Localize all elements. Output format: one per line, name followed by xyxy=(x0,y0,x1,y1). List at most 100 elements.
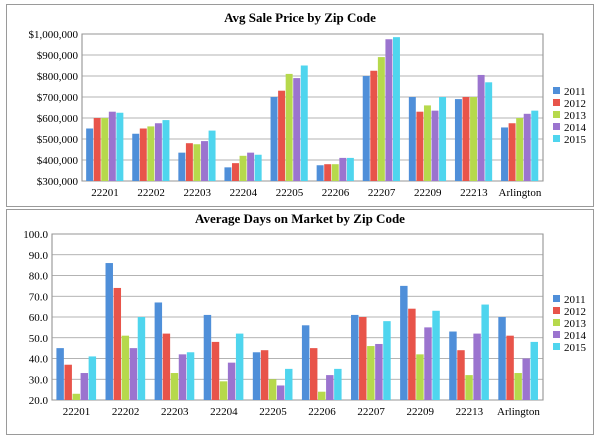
bar-2013-22202 xyxy=(147,126,155,181)
bar-2012-22204 xyxy=(232,163,239,181)
bar-2013-22202 xyxy=(121,335,130,400)
bar-2013-Arlington xyxy=(516,118,524,181)
bar-2015-22203 xyxy=(208,130,216,181)
bar-2013-Arlington xyxy=(514,373,522,400)
legend-swatch-2011 xyxy=(553,87,560,94)
legend-swatch-2013 xyxy=(553,319,560,326)
x-category-label: Arlington xyxy=(499,187,542,199)
avg-days-on-market-panel: Average Days on Market by Zip Code 20.0 3… xyxy=(6,209,594,435)
x-category-label: 22203 xyxy=(161,406,189,418)
bar-2011-22204 xyxy=(224,167,232,181)
legend-label: 2011 xyxy=(564,294,586,306)
bar-2015-22209 xyxy=(439,97,447,181)
bar-2012-22209 xyxy=(408,308,416,400)
bar-2015-22202 xyxy=(137,317,146,400)
legend-label: 2013 xyxy=(564,318,587,330)
bar-2012-22204 xyxy=(211,341,220,400)
bar-2012-22206 xyxy=(324,164,332,181)
x-category-label: 22209 xyxy=(407,406,435,418)
bar-2012-Arlington xyxy=(508,123,516,181)
bar-2011-22206 xyxy=(301,325,310,400)
bar-2013-22205 xyxy=(268,379,277,400)
legend-swatch-2014 xyxy=(553,331,560,338)
bar-2011-22209 xyxy=(400,285,408,400)
bar-2013-22204 xyxy=(239,155,247,181)
bar-2011-22207 xyxy=(351,314,359,400)
bar-2014-22202 xyxy=(154,123,162,181)
legend-label: 2015 xyxy=(564,134,587,146)
bar-2014-22204 xyxy=(247,152,255,181)
bar-2011-22201 xyxy=(86,128,94,181)
x-category-label: 22203 xyxy=(184,187,212,199)
legend-swatch-2012 xyxy=(553,307,560,314)
bar-2013-22207 xyxy=(367,346,375,400)
bar-2012-22207 xyxy=(370,70,378,181)
x-category-label: 22207 xyxy=(357,406,385,418)
y-tick-label: 90.0 xyxy=(29,250,49,262)
bar-2011-22201 xyxy=(56,348,64,400)
bar-2014-Arlington xyxy=(522,358,530,400)
y-tick-label: $400,000 xyxy=(37,155,79,167)
bar-2014-22213 xyxy=(473,333,481,400)
bar-2014-22202 xyxy=(129,348,138,400)
legend-label: 2014 xyxy=(564,122,587,134)
bar-2011-22203 xyxy=(154,302,163,400)
bar-2015-22201 xyxy=(88,356,97,400)
bar-2014-22205 xyxy=(293,78,301,181)
bar-2012-22201 xyxy=(64,364,72,400)
bar-2014-22207 xyxy=(385,39,393,181)
avg-sale-price-panel: Avg Sale Price by Zip Code $300,000 $400,… xyxy=(6,4,594,207)
bar-2014-22203 xyxy=(201,141,208,181)
bar-2013-22203 xyxy=(170,373,179,400)
y-tick-label: $1,000,000 xyxy=(29,29,79,41)
bar-2014-22201 xyxy=(108,111,116,181)
x-category-label: 22206 xyxy=(308,406,336,418)
legend-swatch-2015 xyxy=(553,343,560,350)
bar-2013-22205 xyxy=(285,73,293,181)
x-category-label: 22202 xyxy=(112,406,140,418)
bar-2014-22206 xyxy=(339,157,347,181)
bar-2015-22205 xyxy=(300,65,308,181)
bar-2015-22204 xyxy=(254,154,262,181)
bar-2014-22213 xyxy=(477,74,485,181)
x-category-label: 22206 xyxy=(322,187,350,199)
bar-2014-22209 xyxy=(431,110,439,181)
y-tick-label: $800,000 xyxy=(37,71,79,83)
bar-2015-22202 xyxy=(162,120,170,181)
bar-2012-Arlington xyxy=(506,335,514,400)
bar-2012-22213 xyxy=(462,97,470,181)
bar-2013-22213 xyxy=(465,375,473,400)
bar-2015-22206 xyxy=(334,368,342,400)
y-tick-label: 30.0 xyxy=(29,374,49,386)
x-category-label: 22209 xyxy=(414,187,442,199)
chart-title: Average Days on Market by Zip Code xyxy=(195,211,405,226)
avg-days-on-market-chart: Average Days on Market by Zip Code 20.0 3… xyxy=(23,211,587,418)
bar-2015-22209 xyxy=(432,310,440,400)
bar-2012-22207 xyxy=(359,317,367,400)
x-category-label: 22205 xyxy=(259,406,287,418)
legend-swatch-2014 xyxy=(553,123,560,130)
legend-label: 2011 xyxy=(564,86,586,98)
legend-label: 2014 xyxy=(564,330,587,342)
bar-2014-22201 xyxy=(80,373,89,400)
legend-swatch-2012 xyxy=(553,99,560,106)
y-tick-label: $700,000 xyxy=(37,92,79,104)
bar-2011-Arlington xyxy=(501,127,509,181)
chart-title: Avg Sale Price by Zip Code xyxy=(224,10,376,25)
x-category-label: 22204 xyxy=(230,187,258,199)
bar-2013-22213 xyxy=(470,97,478,181)
x-category-label: Arlington xyxy=(497,406,540,418)
legend-swatch-2011 xyxy=(553,295,560,302)
bar-2015-22207 xyxy=(383,321,391,400)
bar-2012-22213 xyxy=(457,350,465,400)
bar-2012-22202 xyxy=(139,128,147,181)
legend-label: 2013 xyxy=(564,110,587,122)
bar-2012-22206 xyxy=(309,348,318,400)
bar-2015-22201 xyxy=(116,112,124,181)
x-category-label: 22204 xyxy=(210,406,238,418)
bar-2011-22204 xyxy=(203,314,212,400)
bar-2015-22207 xyxy=(392,37,400,182)
bar-2011-22202 xyxy=(132,133,140,181)
